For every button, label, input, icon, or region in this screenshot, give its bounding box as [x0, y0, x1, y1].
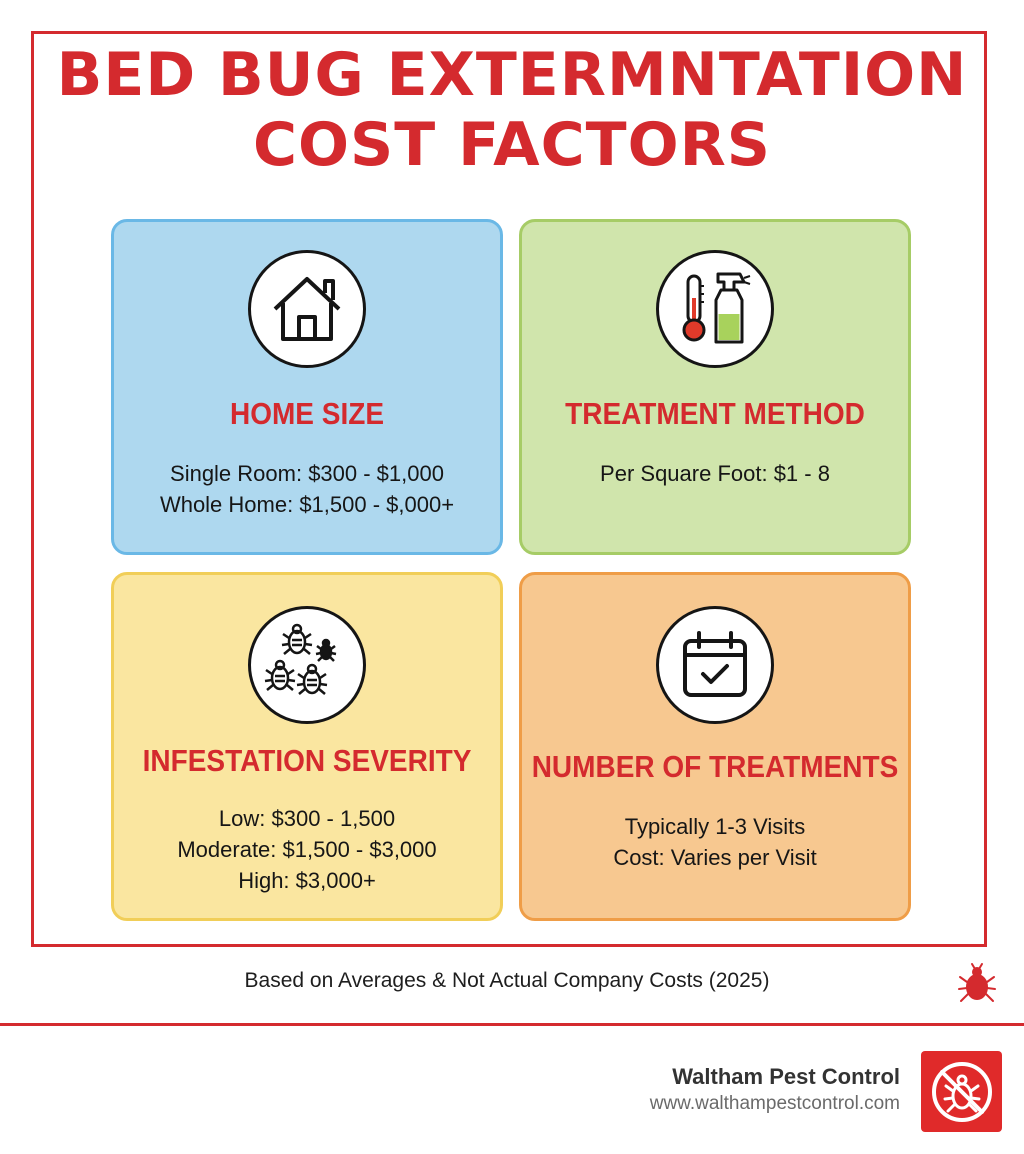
title-line-2: COST FACTORS [253, 110, 771, 180]
thermometer-spray-icon [656, 250, 774, 368]
page-title: BED BUG EXTERMNTATION COST FACTORS [0, 40, 1024, 180]
card-title: TREATMENT METHOD [565, 396, 865, 431]
card-details: Low: $300 - 1,500 Moderate: $1,500 - $3,… [114, 803, 500, 896]
footer-divider [0, 1023, 1024, 1026]
detail-line: Whole Home: $1,500 - $,000+ [159, 492, 455, 517]
detail-line: Typically 1-3 Visits [624, 814, 806, 839]
company-info: Waltham Pest Control www.walthampestcont… [650, 1064, 900, 1115]
company-name: Waltham Pest Control [672, 1064, 900, 1089]
bed-bug-icon [958, 963, 996, 1002]
detail-line: Single Room: $300 - $1,000 [170, 461, 444, 486]
disclaimer-note: Based on Averages & Not Actual Company C… [244, 969, 770, 992]
card-title: INFESTATION SEVERITY [142, 743, 472, 778]
detail-line: Cost: Varies per Visit [613, 845, 817, 870]
card-details: Typically 1-3 Visits Cost: Varies per Vi… [522, 811, 908, 873]
detail-line: Moderate: $1,500 - $3,000 [177, 837, 437, 862]
card-details: Per Square Foot: $1 - 8 [522, 458, 908, 489]
card-infestation-severity: INFESTATION SEVERITY Low: $300 - 1,500 M… [111, 572, 503, 921]
card-treatment-method: TREATMENT METHOD Per Square Foot: $1 - 8 [519, 219, 911, 555]
card-details: Single Room: $300 - $1,000 Whole Home: $… [114, 458, 500, 520]
card-title: NUMBER OF TREATMENTS [531, 749, 899, 784]
company-url[interactable]: www.walthampestcontrol.com [649, 1093, 900, 1114]
card-title: HOME SIZE [229, 396, 384, 431]
infographic-frame [31, 31, 987, 947]
detail-line: High: $3,000+ [238, 868, 376, 893]
title-line-1: BED BUG EXTERMNTATION [56, 40, 968, 110]
thermometer-icon [682, 274, 706, 342]
no-bug-logo-icon [921, 1051, 1002, 1132]
bugs-icon [248, 606, 366, 724]
calendar-check-icon [656, 606, 774, 724]
detail-line: Per Square Foot: $1 - 8 [600, 461, 830, 486]
card-home-size: HOME SIZE Single Room: $300 - $1,000 Who… [111, 219, 503, 555]
house-icon [248, 250, 366, 368]
spray-bottle-icon [714, 272, 751, 344]
detail-line: Low: $300 - 1,500 [218, 806, 396, 831]
card-number-of-treatments: NUMBER OF TREATMENTS Typically 1-3 Visit… [519, 572, 911, 921]
